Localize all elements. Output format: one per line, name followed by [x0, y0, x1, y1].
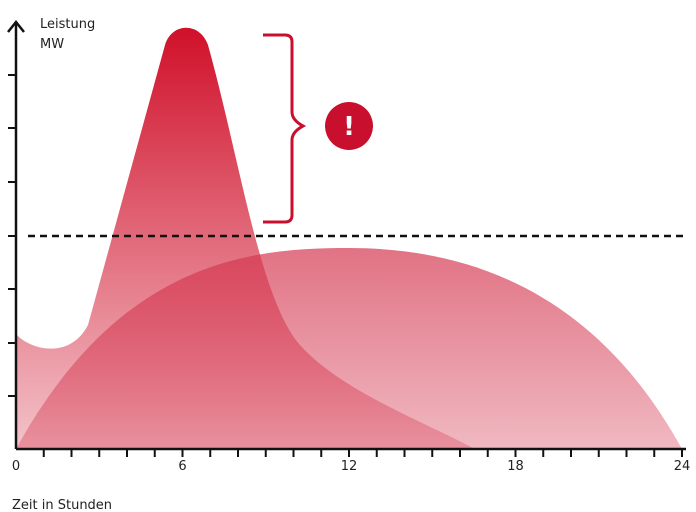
x-tick-label: 6 — [178, 459, 186, 474]
x-tick-label: 12 — [341, 459, 358, 474]
brace — [263, 33, 307, 224]
x-tick-label: 18 — [507, 459, 524, 474]
warning-mark: ! — [343, 112, 355, 142]
y-axis-arrow — [7, 19, 25, 33]
y-axis-label: Leistung — [40, 17, 95, 32]
x-tick-label: 0 — [12, 459, 20, 474]
x-tick-label: 24 — [674, 459, 691, 474]
base-load-area — [16, 248, 682, 449]
x-axis-label: Zeit in Stunden — [12, 498, 112, 512]
warning-icon — [325, 102, 373, 150]
y-axis-label: MW — [40, 37, 64, 52]
